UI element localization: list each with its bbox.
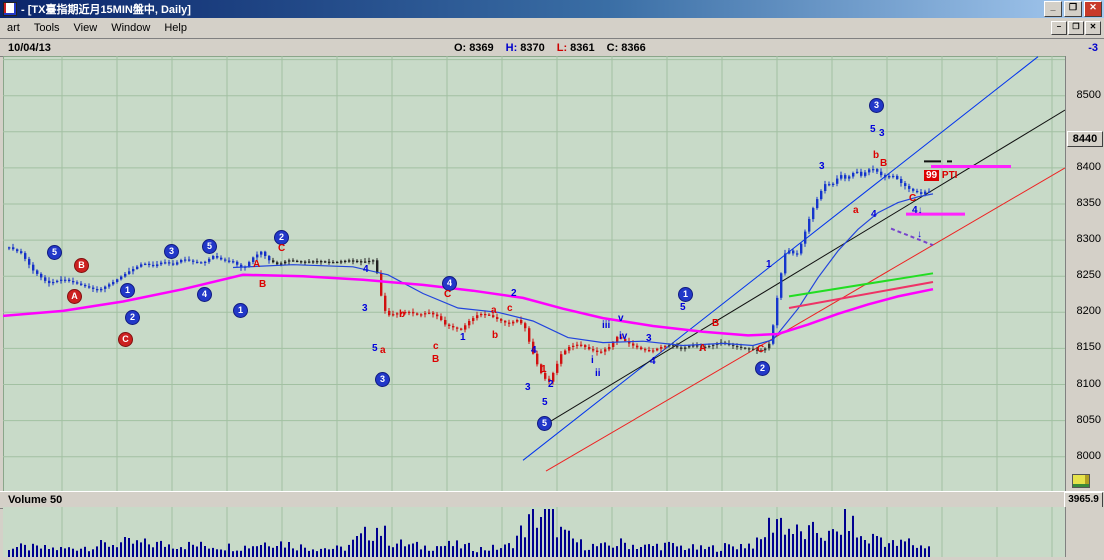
volume-axis — [1065, 507, 1104, 557]
price-axis-label: 8100 — [1076, 378, 1101, 390]
menu-bar: art Tools View Window Help – ❐ ✕ — [0, 18, 1104, 39]
price-axis[interactable]: 8500 8400 8350 8300 8250 8200 8150 8100 8050 8000… — [1065, 56, 1104, 491]
mdi-restore-button[interactable]: ❐ — [1068, 21, 1084, 35]
window-bottom-border — [0, 557, 1104, 560]
volume-value-tag: 3965.9 — [1064, 492, 1103, 508]
price-axis-label: 8150 — [1076, 341, 1101, 353]
titlebar[interactable]: - [TX臺指期近月15MIN盤中, Daily] _ ❐ ✕ — [0, 0, 1104, 18]
price-axis-label: 8200 — [1076, 305, 1101, 317]
restore-button[interactable]: ❐ — [1064, 1, 1082, 17]
window-controls: _ ❐ ✕ — [1044, 1, 1102, 17]
app-icon — [3, 2, 17, 16]
price-axis-label: 8000 — [1076, 450, 1101, 462]
volume-pane-title: Volume 50 — [8, 494, 63, 506]
menu-tools[interactable]: Tools — [33, 22, 60, 34]
ohlc-field-value: 8366 — [621, 41, 646, 54]
chart-region: 5 B A 1 2 C 3 4 5 1 2 3 4 5 1 2 3 A C B 4 3 5 a b c B C 1 a c b 2 4 3 1 2 5 ii… — [0, 56, 1104, 491]
price-axis-label: 8500 — [1076, 89, 1101, 101]
menu-view[interactable]: View — [73, 22, 98, 34]
ohlc-readout: O: 8369 H: 8370 L: 8361 C: 8366 — [442, 42, 646, 54]
ohlc-field-value: 8370 — [520, 41, 545, 54]
price-axis-label: 8250 — [1076, 269, 1101, 281]
chart-shortcut-icon[interactable] — [1072, 474, 1090, 488]
window-title: - [TX臺指期近月15MIN盤中, Daily] — [21, 4, 191, 16]
menu-help[interactable]: Help — [164, 22, 187, 34]
info-bar: 10/04/13 O: 8369 H: 8370 L: 8361 C: 8366 -3 — [0, 39, 1104, 57]
mdi-window-controls: – ❐ ✕ — [1051, 21, 1101, 35]
ohlc-field-label: L: — [556, 41, 568, 54]
menu-window[interactable]: Window — [111, 22, 151, 34]
price-axis-label: 8050 — [1076, 414, 1101, 426]
volume-chart-svg — [3, 507, 1065, 557]
ohlc-field-label: H: — [505, 41, 518, 54]
price-chart-svg — [3, 56, 1065, 491]
change-label: -3 — [1088, 41, 1098, 54]
ohlc-field-label: C: — [606, 41, 619, 54]
mdi-minimize-button[interactable]: – — [1051, 21, 1067, 35]
price-axis-label: 8350 — [1076, 197, 1101, 209]
ohlc-field-value: 8369 — [469, 41, 494, 54]
volume-region — [0, 507, 1104, 557]
price-axis-label: 8400 — [1076, 161, 1101, 173]
price-axis-label: 8300 — [1076, 233, 1101, 245]
date-label: 10/04/13 — [8, 41, 51, 54]
volume-chart[interactable] — [3, 507, 1065, 557]
current-price-tag: 8440 — [1067, 131, 1103, 147]
price-chart[interactable]: 5 B A 1 2 C 3 4 5 1 2 3 4 5 1 2 3 A C B 4 3 5 a b c B C 1 a c b 2 4 3 1 2 5 ii… — [3, 56, 1065, 491]
minimize-button[interactable]: _ — [1044, 1, 1062, 17]
close-button[interactable]: ✕ — [1084, 1, 1102, 17]
ohlc-field-label: O: — [453, 41, 467, 54]
ohlc-field-value: 8361 — [570, 41, 595, 54]
mdi-close-button[interactable]: ✕ — [1085, 21, 1101, 35]
menu-chart[interactable]: art — [7, 22, 20, 34]
